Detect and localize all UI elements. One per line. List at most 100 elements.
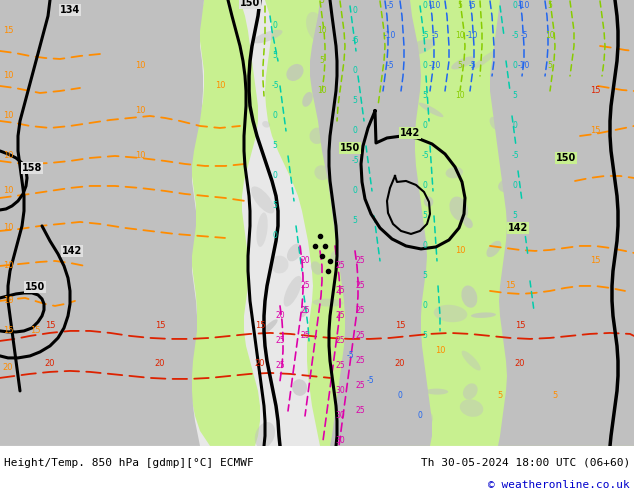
Text: 25: 25 — [335, 287, 345, 295]
Ellipse shape — [380, 301, 396, 320]
Ellipse shape — [292, 379, 307, 396]
Text: -5: -5 — [386, 1, 394, 10]
Polygon shape — [265, 0, 634, 446]
Ellipse shape — [418, 103, 443, 117]
Text: 30: 30 — [335, 437, 345, 445]
Ellipse shape — [434, 305, 467, 322]
Ellipse shape — [619, 132, 634, 149]
Text: 0: 0 — [512, 181, 517, 191]
Text: 15: 15 — [3, 26, 13, 35]
Ellipse shape — [617, 257, 634, 270]
Text: 5: 5 — [273, 51, 278, 60]
Ellipse shape — [498, 177, 522, 193]
Ellipse shape — [363, 256, 394, 266]
Text: 10: 10 — [3, 72, 13, 80]
Ellipse shape — [597, 384, 604, 393]
Text: 142: 142 — [62, 246, 82, 256]
Text: 0: 0 — [512, 61, 517, 71]
Ellipse shape — [255, 422, 275, 448]
Ellipse shape — [262, 121, 270, 127]
Ellipse shape — [498, 40, 519, 60]
Text: 10: 10 — [455, 92, 465, 100]
Ellipse shape — [515, 0, 532, 11]
Ellipse shape — [287, 64, 304, 81]
Ellipse shape — [375, 193, 398, 206]
Text: 10: 10 — [135, 61, 145, 71]
Text: -5: -5 — [386, 61, 394, 71]
Text: 15: 15 — [395, 321, 405, 330]
Text: 25: 25 — [355, 381, 365, 391]
Text: 25: 25 — [335, 262, 345, 270]
Ellipse shape — [489, 117, 500, 130]
Ellipse shape — [602, 62, 610, 79]
Ellipse shape — [542, 182, 553, 198]
Text: 25: 25 — [355, 356, 365, 366]
Ellipse shape — [505, 31, 524, 54]
Text: 25: 25 — [275, 362, 285, 370]
Text: 0: 0 — [423, 242, 427, 250]
Ellipse shape — [346, 21, 352, 53]
Ellipse shape — [314, 93, 330, 103]
Text: -10: -10 — [429, 1, 441, 10]
Text: 15: 15 — [30, 326, 40, 336]
Ellipse shape — [462, 351, 481, 370]
Text: 5: 5 — [353, 97, 358, 105]
Text: 20: 20 — [275, 312, 285, 320]
Text: 0: 0 — [353, 187, 358, 196]
Polygon shape — [490, 0, 634, 446]
Text: 25: 25 — [355, 256, 365, 266]
Ellipse shape — [471, 313, 496, 318]
Text: 10: 10 — [135, 106, 145, 116]
Ellipse shape — [516, 9, 535, 27]
Ellipse shape — [463, 217, 473, 228]
Ellipse shape — [578, 68, 602, 91]
Ellipse shape — [261, 319, 278, 335]
Ellipse shape — [253, 30, 283, 43]
Text: 10: 10 — [317, 86, 327, 96]
Text: -5: -5 — [468, 1, 476, 10]
Ellipse shape — [421, 425, 431, 434]
Text: 10: 10 — [545, 31, 555, 41]
Ellipse shape — [424, 196, 433, 207]
Text: 5: 5 — [458, 61, 462, 71]
Text: 0: 0 — [423, 181, 427, 191]
Text: 30: 30 — [335, 412, 345, 420]
Text: 142: 142 — [400, 128, 420, 138]
Text: 5: 5 — [548, 61, 552, 71]
Text: 0: 0 — [353, 6, 358, 16]
Text: 10: 10 — [3, 151, 13, 160]
Ellipse shape — [392, 169, 404, 177]
Text: -5: -5 — [421, 151, 429, 160]
Ellipse shape — [314, 165, 330, 180]
Ellipse shape — [606, 290, 612, 322]
Ellipse shape — [624, 419, 634, 437]
Ellipse shape — [283, 276, 302, 307]
Ellipse shape — [539, 330, 552, 344]
Text: 25: 25 — [355, 281, 365, 291]
Ellipse shape — [302, 92, 313, 107]
Ellipse shape — [462, 286, 477, 308]
Text: 20: 20 — [155, 360, 165, 368]
Ellipse shape — [425, 389, 448, 394]
Ellipse shape — [313, 299, 344, 307]
Text: 15: 15 — [590, 126, 600, 135]
Text: 0: 0 — [423, 122, 427, 130]
Text: 15: 15 — [590, 86, 600, 96]
Text: 5: 5 — [512, 92, 517, 100]
Text: 10: 10 — [3, 187, 13, 196]
Text: 25: 25 — [355, 331, 365, 341]
Ellipse shape — [415, 411, 433, 428]
Ellipse shape — [389, 195, 403, 216]
Text: 5: 5 — [552, 392, 558, 400]
Ellipse shape — [397, 104, 415, 114]
Text: -5: -5 — [366, 376, 374, 386]
Ellipse shape — [521, 253, 535, 272]
Text: 0: 0 — [398, 392, 403, 400]
Text: 134: 134 — [60, 5, 81, 15]
Text: 15: 15 — [155, 321, 165, 330]
Text: 5: 5 — [548, 1, 552, 10]
Text: 150: 150 — [556, 153, 576, 163]
Ellipse shape — [251, 186, 275, 214]
Ellipse shape — [256, 213, 268, 247]
Text: 0: 0 — [273, 172, 278, 180]
